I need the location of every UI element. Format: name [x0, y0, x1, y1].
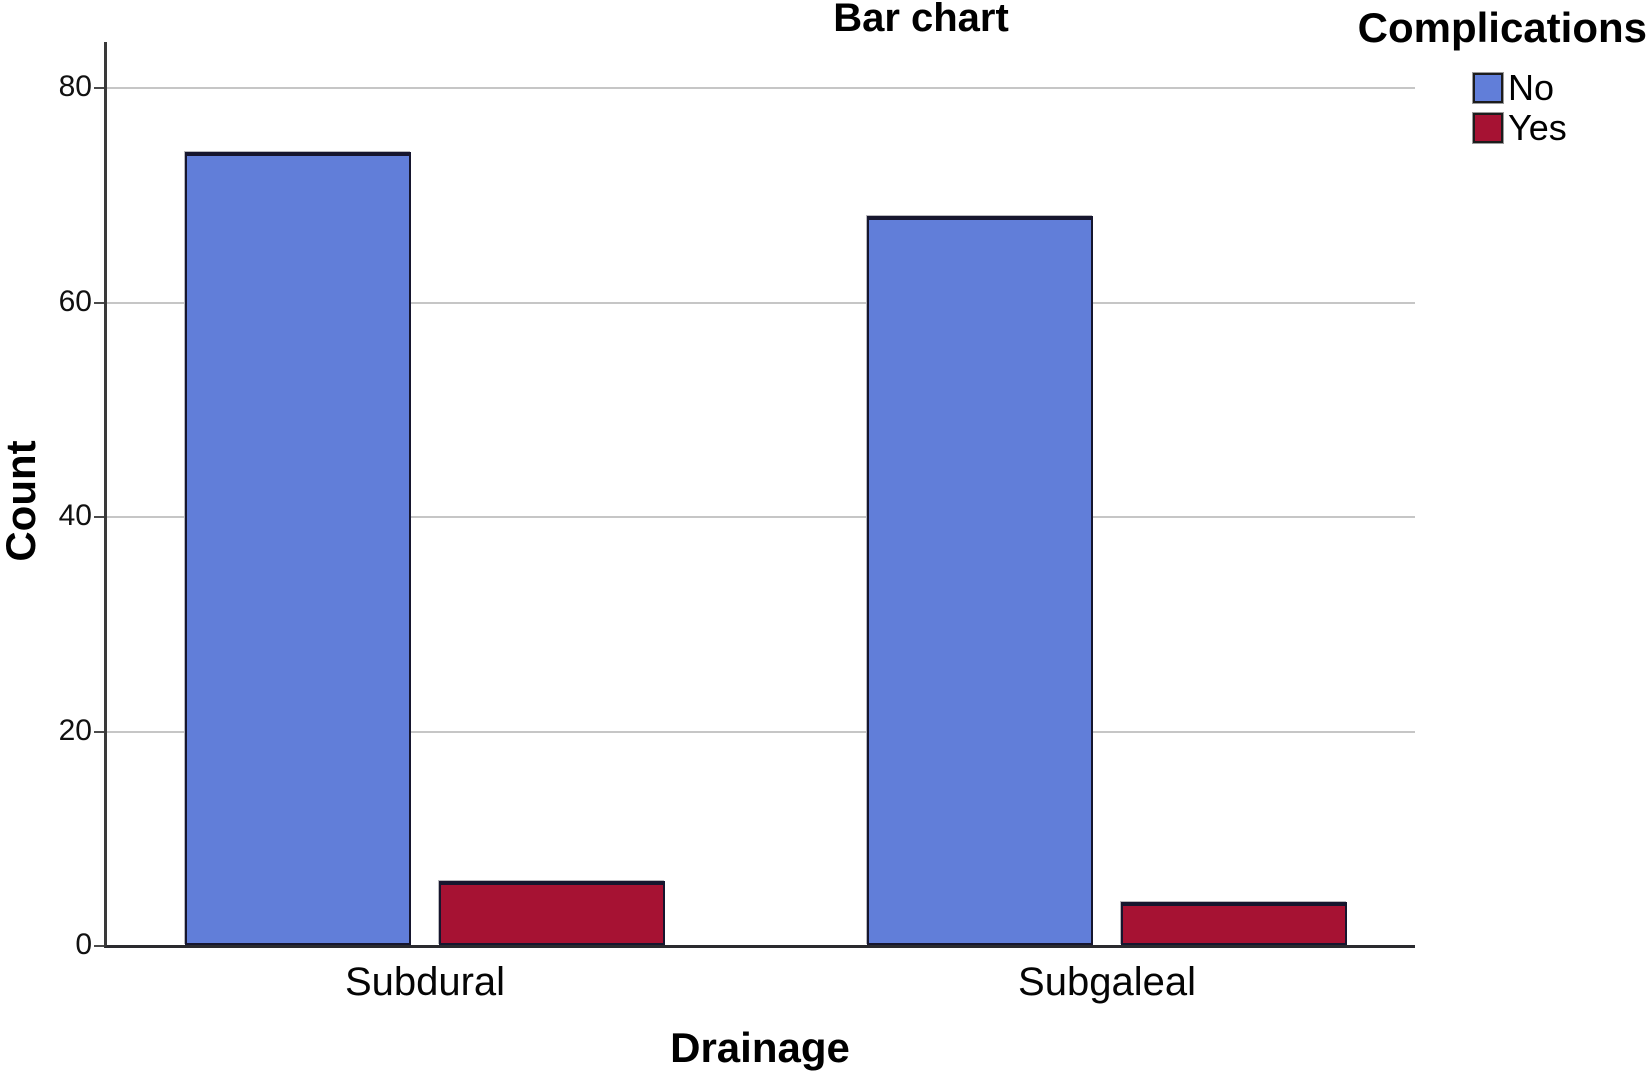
bar-subgaleal-yes: [1121, 902, 1347, 945]
bar-subdural-yes: [439, 881, 665, 945]
y-axis-tick-60: [94, 301, 104, 304]
gridline-20: [107, 730, 1415, 733]
chart-title: Bar chart: [833, 0, 1009, 40]
y-axis-tick-20: [94, 730, 104, 733]
legend-item-label: Yes: [1508, 107, 1567, 148]
y-tick-label-0: 0: [75, 928, 92, 961]
y-tick-label-60: 60: [58, 284, 92, 318]
y-tick-label-40: 40: [58, 499, 92, 533]
gridline-60: [107, 301, 1415, 304]
gridline-80: [107, 87, 1415, 90]
y-tick-label-80: 80: [58, 70, 92, 104]
gridline-40: [107, 516, 1415, 519]
y-tick-label-20: 20: [58, 713, 92, 747]
y-axis-tick-80: [94, 87, 104, 90]
legend-item-yes: Yes: [1472, 107, 1567, 148]
y-axis-tick-0: [94, 945, 104, 947]
plot-area: [94, 42, 1415, 948]
legend: No Yes: [1472, 67, 1567, 148]
bar-subgaleal-no: [867, 216, 1093, 945]
legend-swatch-icon: [1472, 112, 1504, 144]
x-axis-title: Drainage: [670, 1024, 850, 1071]
legend-title: Complications: [1357, 4, 1647, 51]
legend-item-label: No: [1508, 67, 1555, 108]
legend-swatch-icon: [1472, 72, 1504, 104]
legend-item-no: No: [1472, 67, 1567, 108]
x-category-label-subgaleal: Subgaleal: [1018, 960, 1196, 1004]
x-category-label-subdural: Subdural: [344, 960, 506, 1004]
y-axis-tick-40: [94, 516, 104, 519]
bar-subdural-no: [185, 152, 411, 945]
